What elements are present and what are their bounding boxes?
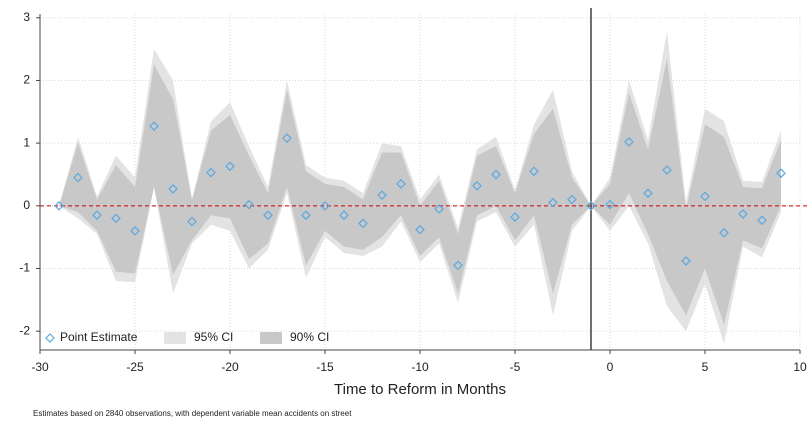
- y-tick-label: 3: [23, 10, 30, 24]
- note: Estimates based on 2840 observations, wi…: [33, 409, 352, 418]
- point-estimate: [453, 260, 463, 271]
- x-tick-label: -10: [411, 360, 429, 374]
- point-estimate: [54, 200, 64, 211]
- point-estimate: [510, 212, 520, 222]
- x-axis-label: Time to Reform in Months: [334, 381, 506, 398]
- y-tick-label: 0: [23, 198, 30, 212]
- point-estimate: [624, 137, 634, 147]
- point-estimate: [358, 218, 368, 229]
- x-tick-label: -30: [31, 360, 49, 374]
- point-estimate: [244, 199, 254, 210]
- point-estimate: [776, 168, 786, 179]
- point-estimate: [339, 210, 349, 221]
- point-estimate: [529, 166, 539, 177]
- legend-symbol: [164, 332, 186, 344]
- point-estimate: [738, 209, 748, 219]
- point-estimate: [225, 161, 235, 172]
- point-estimate: [168, 184, 178, 194]
- y-tick-label: 2: [23, 73, 30, 87]
- y-tick-label: -1: [19, 261, 30, 275]
- point-estimate: [396, 179, 406, 189]
- point-estimate: [301, 210, 311, 221]
- x-tick-label: -15: [316, 360, 334, 374]
- point-estimate: [491, 169, 501, 180]
- point-estimate: [206, 167, 216, 178]
- legend-label: 95% CI: [194, 330, 233, 344]
- point-estimate: [586, 200, 596, 211]
- point-estimate: [548, 197, 558, 208]
- point-estimate: [719, 227, 729, 238]
- point-estimate: [662, 165, 672, 175]
- point-estimate: [681, 256, 691, 266]
- point-estimate: [92, 210, 102, 221]
- point-estimate: [567, 194, 577, 205]
- point-estimate: [73, 172, 83, 183]
- point-estimate: [130, 226, 140, 236]
- point-estimate: [263, 210, 273, 221]
- x-tick-label: 0: [607, 360, 614, 374]
- legend-label: 90% CI: [290, 330, 329, 344]
- legend-symbol: [260, 332, 282, 344]
- point-estimate: [434, 204, 444, 214]
- point-estimate: [320, 200, 330, 211]
- point-estimate: [605, 199, 615, 210]
- point-estimate: [187, 216, 197, 227]
- legend-symbol: [45, 333, 55, 343]
- legend-label: Point Estimate: [60, 330, 138, 344]
- x-tick-label: 5: [702, 360, 709, 374]
- y-tick-label: 1: [23, 135, 30, 149]
- point-estimate: [700, 191, 710, 202]
- x-tick-label: 10: [793, 360, 807, 374]
- point-estimate: [415, 224, 425, 235]
- point-estimate: [757, 215, 767, 226]
- x-tick-label: -20: [221, 360, 239, 374]
- x-tick-label: -5: [510, 360, 521, 374]
- ci-band: [59, 58, 781, 325]
- x-tick-label: -25: [126, 360, 144, 374]
- point-estimate: [643, 188, 653, 199]
- y-tick-label: -2: [19, 323, 30, 337]
- point-estimate: [111, 213, 121, 224]
- point-estimate: [472, 180, 482, 191]
- point-estimate: [282, 133, 292, 143]
- point-estimate: [149, 121, 159, 132]
- point-estimate: [377, 190, 387, 201]
